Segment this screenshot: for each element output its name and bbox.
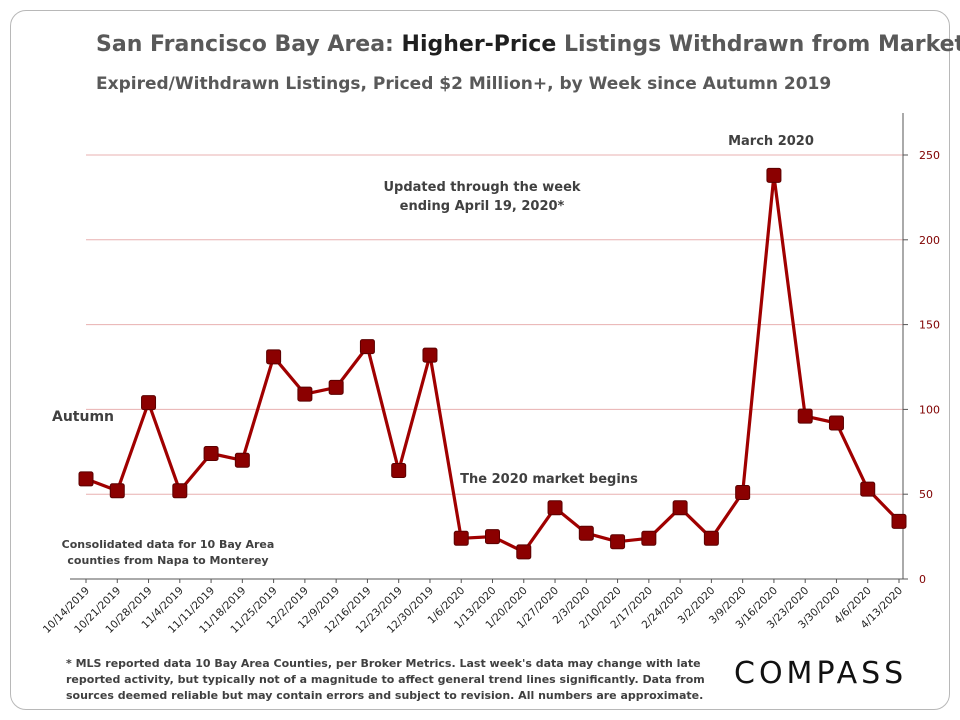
- data-point: [78, 471, 94, 487]
- title-suffix: Listings Withdrawn from Market: [556, 32, 960, 57]
- data-point: [547, 500, 563, 516]
- data-point: [703, 530, 719, 546]
- y-tick-label-100: 100: [919, 403, 940, 416]
- data-point: [860, 481, 876, 497]
- y-tick-label-150: 150: [919, 319, 940, 332]
- data-point: [359, 339, 375, 355]
- series-line-path: [85, 173, 901, 554]
- annotations: March 2020 Updated through the week endi…: [52, 134, 814, 567]
- chart-frame: [10, 10, 950, 710]
- y-axis: 0 50 100 150 200 250: [902, 113, 940, 586]
- annotation-consolidated-2: counties from Napa to Monterey: [67, 554, 268, 567]
- y-tick-label-50: 50: [919, 488, 933, 501]
- annotation-updated-1: Updated through the week: [383, 180, 580, 195]
- y-tick-label-250: 250: [919, 149, 940, 162]
- title-highlight: Higher-Price: [401, 32, 557, 57]
- data-point: [797, 408, 813, 424]
- data-point: [266, 349, 282, 365]
- annotation-march: March 2020: [728, 134, 814, 149]
- annotation-updated-2: ending April 19, 2020*: [400, 199, 565, 214]
- series-line: [85, 173, 901, 554]
- annotation-consolidated-1: Consolidated data for 10 Bay Area: [62, 538, 275, 551]
- data-point: [766, 167, 782, 183]
- series-markers: [78, 167, 907, 560]
- title-prefix: San Francisco Bay Area:: [96, 32, 402, 57]
- y-tick-label-200: 200: [919, 234, 940, 247]
- data-point: [172, 483, 188, 499]
- data-point: [578, 525, 594, 541]
- data-point: [641, 530, 657, 546]
- chart-title: San Francisco Bay Area: Higher-Price Lis…: [96, 32, 960, 57]
- data-point: [109, 483, 125, 499]
- data-point: [453, 530, 469, 546]
- data-point: [672, 500, 688, 516]
- data-point: [141, 395, 157, 411]
- data-point: [485, 529, 500, 545]
- x-axis: 10/14/201910/21/201910/28/201911/4/20191…: [41, 578, 905, 636]
- data-point: [828, 415, 844, 431]
- data-point: [735, 485, 751, 501]
- data-point: [234, 452, 250, 468]
- compass-logo: COMPASS: [734, 656, 908, 691]
- annotation-market-begins: The 2020 market begins: [460, 472, 638, 487]
- data-point: [328, 379, 344, 395]
- data-point: [422, 347, 438, 363]
- data-point: [891, 513, 907, 529]
- y-tick-label-0: 0: [919, 573, 926, 586]
- data-point: [203, 445, 219, 461]
- data-point: [297, 386, 313, 402]
- footnote: * MLS reported data 10 Bay Area Counties…: [66, 657, 705, 702]
- data-point: [610, 534, 626, 550]
- data-point: [516, 544, 532, 560]
- data-point: [391, 462, 407, 478]
- annotation-autumn: Autumn: [52, 409, 114, 425]
- chart-subtitle: Expired/Withdrawn Listings, Priced $2 Mi…: [96, 74, 832, 94]
